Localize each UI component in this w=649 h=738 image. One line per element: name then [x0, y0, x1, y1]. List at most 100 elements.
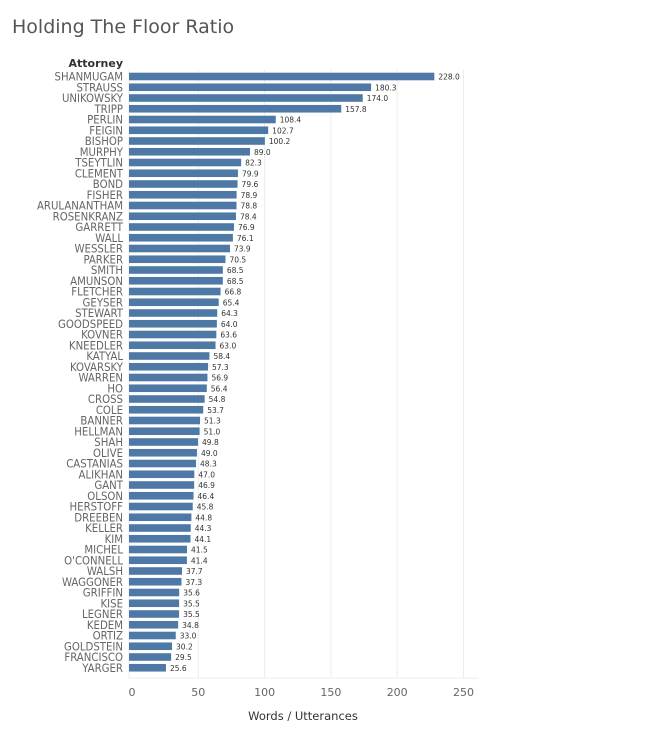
category-label: HO	[107, 382, 123, 395]
category-label: ROSENKRANZ	[53, 210, 123, 223]
category-label: KOVNER	[81, 329, 123, 342]
bar	[129, 502, 193, 511]
x-tick-label: 100	[254, 686, 275, 699]
category-label: KOVARSKY	[70, 361, 124, 374]
x-axis-title: Words / Utterances	[248, 709, 358, 723]
category-label: WARREN	[78, 372, 123, 385]
category-label: O'CONNELL	[64, 554, 123, 567]
x-tick-label: 0	[129, 686, 136, 699]
bar	[129, 642, 173, 651]
data-label: 41.4	[191, 556, 208, 565]
data-label: 47.0	[198, 470, 215, 479]
data-label: 66.8	[225, 288, 242, 297]
data-label: 41.5	[191, 546, 208, 555]
category-label: PERLIN	[87, 114, 123, 127]
bar	[129, 115, 276, 124]
data-label: 70.5	[229, 255, 246, 264]
data-label: 76.9	[238, 223, 255, 232]
bar	[129, 330, 217, 339]
data-label: 65.4	[223, 298, 240, 307]
category-label: WESSLER	[74, 243, 123, 256]
data-label: 228.0	[438, 73, 460, 82]
data-label: 63.6	[220, 331, 237, 340]
bar	[129, 233, 233, 242]
data-label: 37.7	[186, 567, 203, 576]
category-label: COLE	[96, 404, 123, 417]
data-label: 45.8	[197, 503, 214, 512]
bar	[129, 373, 208, 382]
data-label: 73.9	[234, 245, 251, 254]
bar	[129, 266, 223, 274]
category-label: HERSTOFF	[70, 501, 124, 514]
category-label: GANT	[94, 479, 123, 492]
category-label: ORTIZ	[93, 630, 123, 643]
bar	[129, 319, 217, 328]
data-label: 37.3	[185, 578, 202, 587]
bar	[129, 180, 238, 188]
bar	[129, 405, 204, 414]
bar	[129, 94, 363, 102]
bar	[129, 427, 200, 436]
data-label: 51.3	[204, 417, 221, 426]
data-label: 35.5	[183, 610, 200, 619]
category-label: SHANMUGAM	[55, 71, 123, 84]
data-label: 54.8	[209, 395, 226, 404]
data-label: 68.5	[227, 266, 244, 275]
x-tick-label: 200	[387, 686, 408, 699]
category-label: UNIKOWSKY	[62, 92, 124, 105]
data-label: 25.6	[170, 664, 187, 673]
category-label: WALL	[95, 232, 123, 245]
bar	[129, 352, 210, 360]
category-label: YARGER	[81, 662, 123, 675]
bar	[129, 524, 191, 532]
chart-title: Holding The Floor Ratio	[12, 16, 235, 38]
data-label: 49.8	[202, 438, 219, 447]
category-label: KELLER	[85, 522, 123, 535]
data-label: 68.5	[227, 277, 244, 286]
category-label: WALSH	[87, 565, 123, 578]
bar	[129, 448, 197, 457]
category-label: FEIGIN	[89, 124, 123, 137]
data-label: 56.4	[211, 384, 228, 393]
bar	[129, 309, 218, 317]
data-label: 46.9	[198, 481, 215, 490]
bar	[129, 287, 221, 296]
category-label: GOODSPEED	[58, 318, 123, 331]
bar	[129, 459, 197, 468]
bar	[129, 438, 199, 446]
data-label: 35.6	[183, 589, 200, 598]
bar	[129, 276, 223, 285]
data-label: 78.4	[240, 212, 257, 221]
category-label: KIM	[105, 533, 123, 546]
bar	[129, 620, 179, 629]
data-label: 108.4	[280, 116, 302, 125]
bar	[129, 83, 372, 92]
bar	[129, 416, 201, 425]
data-label: 100.2	[269, 137, 291, 146]
category-label: GARRETT	[75, 221, 123, 234]
data-label: 46.4	[198, 492, 215, 501]
data-label: 79.6	[242, 180, 259, 189]
category-label: ARULANANTHAM	[37, 200, 123, 213]
bar	[129, 513, 192, 522]
category-label: GOLDSTEIN	[64, 640, 123, 653]
bar	[129, 362, 208, 371]
data-label: 157.8	[345, 105, 367, 114]
bar	[129, 298, 219, 307]
bar	[129, 599, 180, 608]
data-label: 48.3	[200, 460, 217, 469]
category-label: TSEYTLIN	[74, 157, 123, 170]
bar	[129, 481, 195, 489]
category-label: HELLMAN	[74, 425, 123, 438]
bar	[129, 545, 188, 554]
category-label: MURPHY	[80, 146, 124, 159]
bar	[129, 212, 236, 221]
bar	[129, 491, 194, 500]
bar	[129, 137, 265, 145]
bar	[129, 147, 251, 156]
data-label: 44.3	[195, 524, 212, 533]
x-tick-label: 250	[453, 686, 474, 699]
data-label: 58.4	[213, 352, 230, 361]
data-label: 180.3	[375, 83, 397, 92]
data-label: 78.8	[240, 202, 257, 211]
